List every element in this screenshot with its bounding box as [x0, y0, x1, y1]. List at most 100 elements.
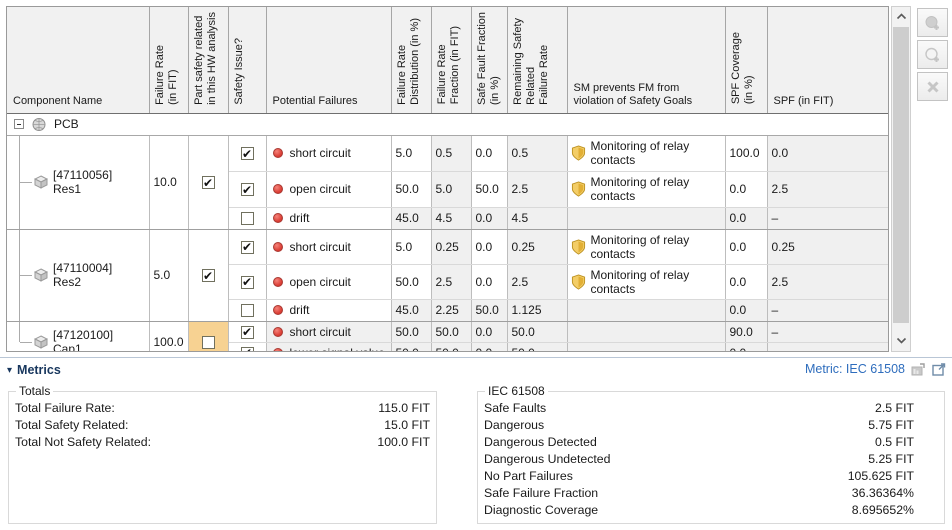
col-header-safety-issue[interactable]: Safety Issue? — [228, 7, 267, 114]
safety-issue-checkbox[interactable]: ✔ — [240, 182, 254, 197]
metrics-section-toggle[interactable]: ▾ Metrics — [7, 363, 61, 377]
part-safety-checkbox[interactable] — [201, 336, 215, 350]
potential-failure-cell[interactable]: open circuit — [266, 264, 392, 300]
distribution-cell[interactable]: 50.0 — [391, 264, 432, 300]
add-safety-mechanism-button[interactable] — [917, 40, 948, 69]
potential-failure-cell[interactable]: short circuit — [266, 321, 392, 343]
metric-row: Total Safety Related: 15.0 FIT — [13, 417, 434, 434]
safety-mechanism-cell[interactable]: Monitoring of relay contacts — [567, 135, 726, 172]
safety-issue-checkbox[interactable]: ✔ — [240, 346, 254, 351]
distribution-cell[interactable]: 5.0 — [391, 135, 432, 172]
metric-label: Safe Faults — [484, 401, 547, 415]
safety-mechanism-cell[interactable]: Monitoring of relay contacts — [567, 229, 726, 265]
col-header-part-safety-related[interactable]: Part safety related in this HW analysis — [188, 7, 229, 114]
col-header-failure-rate-fraction[interactable]: Failure Rate Fraction (in FIT) — [431, 7, 472, 114]
table-row: [47110004] Res2 5.0 ✔ ✔ short circuit 5.0… — [7, 229, 888, 322]
distribution-cell: 50.0 — [391, 321, 432, 343]
collapse-icon[interactable] — [14, 119, 24, 129]
safety-issue-checkbox-cell: ✔ — [228, 229, 267, 265]
component-id: [47110004] — [53, 261, 113, 275]
safety-issue-checkbox[interactable]: ✔ — [240, 240, 254, 255]
col-header-remaining-safety-related[interactable]: Remaining Safety Related Failure Rate — [507, 7, 568, 114]
failure-rate-cell[interactable]: 100.0 — [149, 321, 189, 351]
potential-failure-cell[interactable]: short circuit — [266, 135, 392, 172]
table-row: [47120100] Cap1 100.0 ✔ short circuit 50.… — [7, 321, 888, 351]
safety-issue-checkbox[interactable]: ✔ — [240, 275, 254, 290]
scroll-down-icon[interactable] — [892, 332, 910, 349]
safety-issue-checkbox[interactable] — [240, 212, 254, 226]
col-header-spf[interactable]: SPF (in FIT) — [767, 7, 888, 114]
spf-coverage-cell[interactable]: 0.0 — [725, 264, 768, 300]
safety-issue-checkbox-cell: ✔ — [228, 264, 267, 300]
metric-edit-icon[interactable] — [911, 362, 926, 376]
distribution-cell[interactable]: 5.0 — [391, 229, 432, 265]
safety-mechanism-cell — [567, 342, 726, 351]
remaining-cell: 1.125 — [507, 299, 568, 322]
part-safety-checkbox[interactable]: ✔ — [201, 175, 215, 190]
tree-line — [19, 321, 20, 342]
remaining-cell: 0.5 — [507, 135, 568, 172]
distribution-cell: 45.0 — [391, 207, 432, 230]
spf-coverage-cell[interactable]: 0.0 — [725, 171, 768, 208]
safety-issue-checkbox[interactable] — [240, 304, 254, 318]
potential-failure-cell[interactable]: drift — [266, 299, 392, 322]
tree-line — [19, 229, 20, 320]
col-header-failure-rate-distribution[interactable]: Failure Rate Distribution (in %) — [391, 7, 432, 114]
scroll-up-icon[interactable] — [892, 8, 910, 25]
component-cell-cap1[interactable]: [47120100] Cap1 — [7, 321, 150, 351]
safety-issue-checkbox-cell: ✔ — [228, 321, 267, 343]
safety-mechanism-cell[interactable]: Monitoring of relay contacts — [567, 171, 726, 208]
metric-value: 15.0 FIT — [384, 418, 430, 432]
scrollbar-thumb[interactable] — [893, 27, 909, 323]
spf-coverage-cell: 0.0 — [725, 342, 768, 351]
component-icon — [34, 175, 48, 189]
part-safety-checkbox[interactable]: ✔ — [201, 268, 215, 283]
safe-fault-fraction-cell[interactable]: 0.0 — [471, 264, 508, 300]
metric-selector-link[interactable]: Metric: IEC 61508 — [804, 362, 905, 376]
safety-issue-checkbox[interactable]: ✔ — [240, 146, 254, 161]
failure-rate-cell[interactable]: 10.0 — [149, 135, 189, 230]
component-cell-res2[interactable]: [47110004] Res2 — [7, 229, 150, 322]
metric-label: Dangerous Undetected — [484, 452, 611, 466]
safety-mechanism-cell[interactable]: Monitoring of relay contacts — [567, 264, 726, 300]
metric-value: 36.36364% — [851, 486, 914, 500]
distribution-cell: 45.0 — [391, 299, 432, 322]
distribution-cell[interactable]: 50.0 — [391, 171, 432, 208]
open-in-new-icon[interactable] — [932, 362, 946, 376]
col-header-safe-fault-fraction[interactable]: Safe Fault Fraction (in %) — [471, 7, 508, 114]
spf-coverage-cell[interactable]: 0.0 — [725, 229, 768, 265]
failure-mode-icon — [272, 184, 283, 194]
failure-rate-cell[interactable]: 5.0 — [149, 229, 189, 322]
spf-coverage-cell[interactable]: 100.0 — [725, 135, 768, 172]
metric-value: 2.5 FIT — [875, 401, 914, 415]
safe-fault-fraction-cell[interactable]: 0.0 — [471, 229, 508, 265]
safety-issue-checkbox[interactable]: ✔ — [240, 325, 254, 340]
delete-button[interactable] — [917, 72, 948, 101]
vertical-scrollbar[interactable] — [891, 6, 911, 352]
potential-failure-cell[interactable]: short circuit — [266, 229, 392, 265]
col-header-potential-failures[interactable]: Potential Failures — [266, 7, 392, 114]
spf-coverage-cell: 0.0 — [725, 299, 768, 322]
potential-failure-cell[interactable]: open circuit — [266, 171, 392, 208]
metric-row: Dangerous Detected 0.5 FIT — [482, 434, 942, 451]
safe-fault-fraction-cell[interactable]: 50.0 — [471, 171, 508, 208]
potential-failure-cell[interactable]: drift — [266, 207, 392, 230]
metric-label: No Part Failures — [484, 469, 573, 483]
metric-row: Diagnostic Coverage 8.695652% — [482, 502, 942, 519]
col-header-spf-coverage[interactable]: SPF Coverage (in %) — [725, 7, 768, 114]
spf-cell: – — [767, 321, 888, 343]
fraction-cell: 50.0 — [431, 321, 472, 343]
col-header-sm-prevents[interactable]: SM prevents FM from violation of Safety … — [567, 7, 726, 114]
col-header-component-name[interactable]: Component Name — [7, 7, 150, 114]
component-cell-res1[interactable]: [47110056] Res1 — [7, 135, 150, 230]
add-failure-button[interactable] — [917, 8, 948, 37]
fraction-cell: 0.5 — [431, 135, 472, 172]
assembly-icon — [32, 117, 46, 131]
group-row-pcb[interactable]: PCB — [7, 113, 888, 136]
col-header-failure-rate[interactable]: Failure Rate (in FIT) — [149, 7, 189, 114]
table-row: drift 45.0 4.5 0.0 4.5 0.0 – — [7, 207, 888, 230]
potential-failure-cell[interactable]: lower signal value — [266, 342, 392, 351]
collapse-triangle-icon: ▾ — [7, 364, 13, 376]
safe-fault-fraction-cell[interactable]: 0.0 — [471, 135, 508, 172]
safety-mechanism-cell — [567, 321, 726, 343]
